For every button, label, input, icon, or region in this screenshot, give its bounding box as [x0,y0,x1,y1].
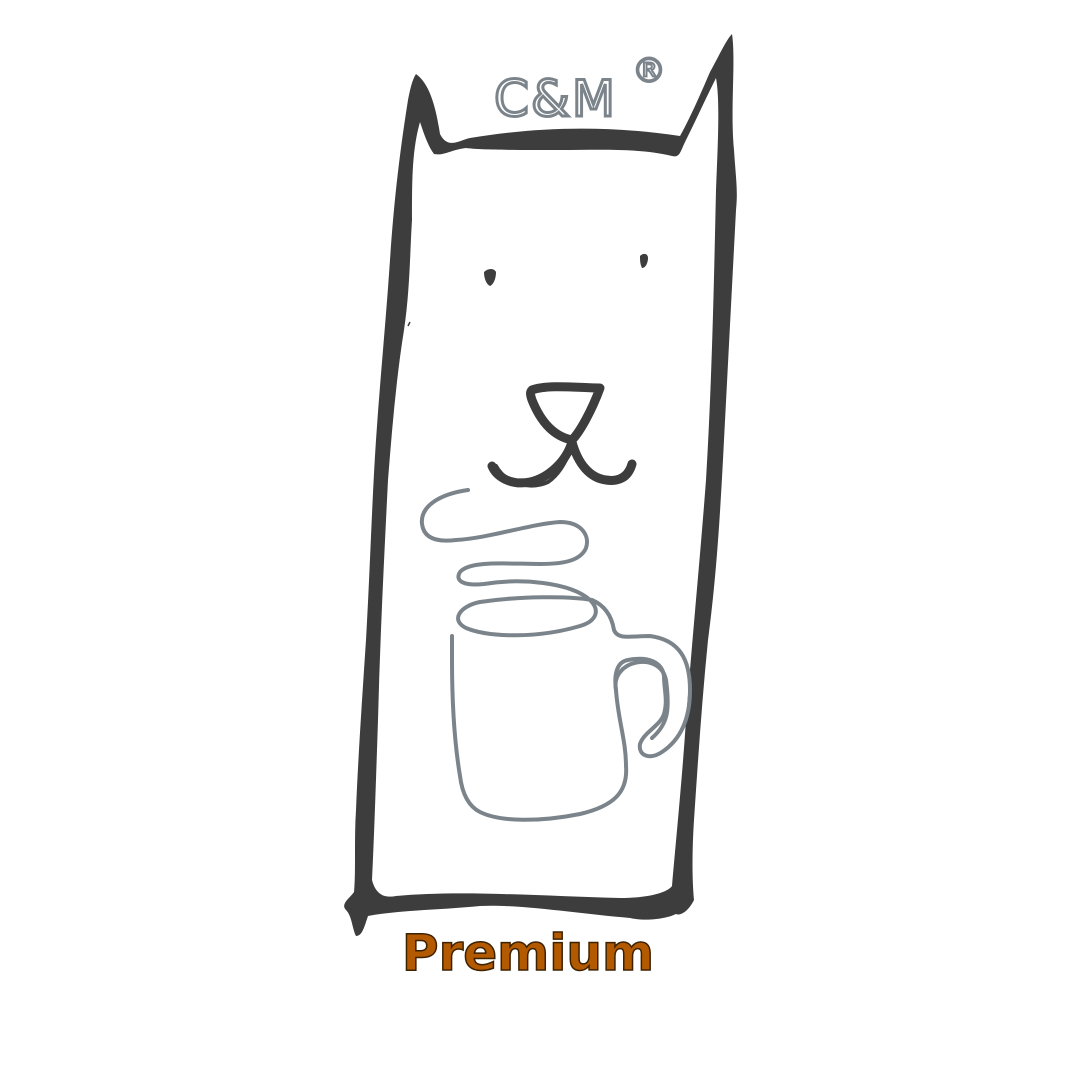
coffee-mug-icon [613,660,670,740]
steam-swirl [419,488,692,822]
left-eye [484,269,496,286]
steam-icon [419,488,692,822]
brand-mark-text: C&M [494,70,617,128]
registered-mark: ® [632,51,666,91]
cat-nose [526,382,605,445]
brand-mark: C&M ® [493,50,668,130]
whisker-mark [407,321,411,327]
mug-handle-outer [613,660,670,740]
cat-icon [344,34,737,936]
cat-mouth [487,437,637,488]
tagline-premium: Premium [402,924,654,982]
cat-mouth-fill [494,450,572,488]
right-eye [640,253,648,268]
